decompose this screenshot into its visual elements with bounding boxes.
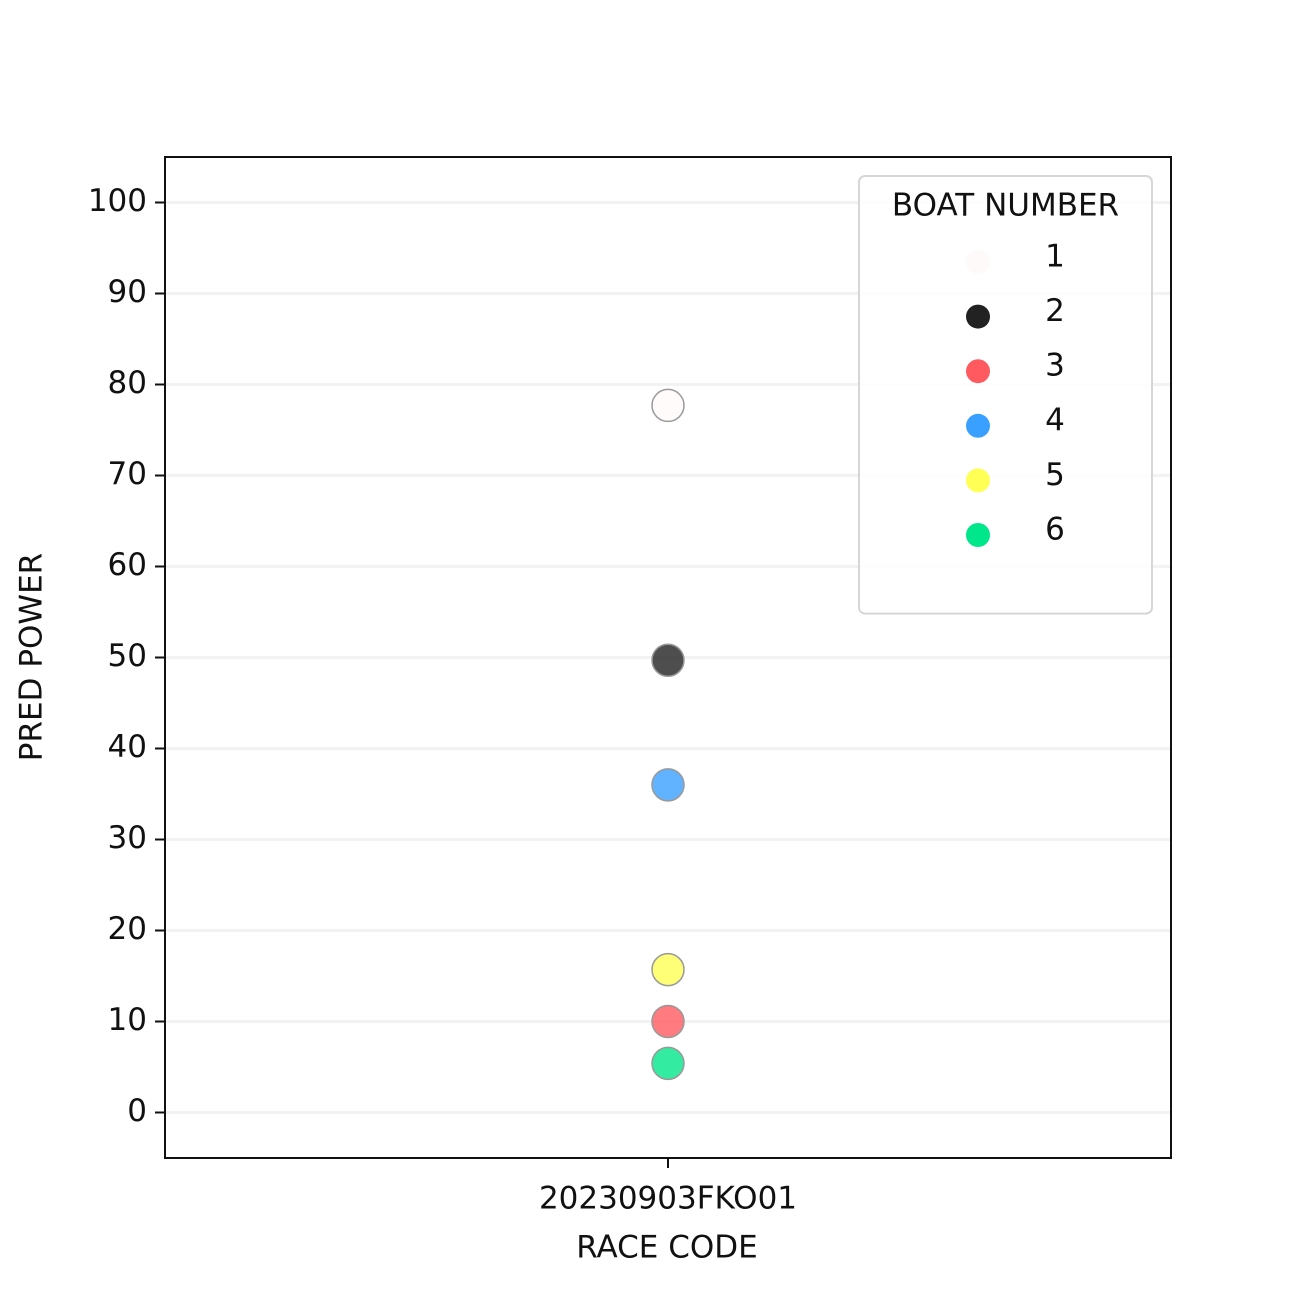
legend-label: 1: [1045, 239, 1065, 275]
legend-label: 4: [1045, 402, 1065, 438]
y-tick-label: 20: [108, 911, 147, 947]
y-tick-label: 100: [88, 183, 147, 219]
legend: BOAT NUMBER 1 2 3 4 5 6: [858, 175, 1153, 615]
point: [651, 643, 685, 677]
y-tick-label: 80: [108, 365, 147, 401]
point: [651, 1046, 685, 1081]
x-tick-label: 20230903FKO01: [539, 1181, 797, 1217]
legend-label: 5: [1045, 457, 1065, 493]
point: [651, 952, 685, 987]
legend-marker: [966, 523, 990, 547]
y-tick-label: 30: [108, 820, 147, 856]
legend-marker: [966, 413, 990, 438]
legend-label: 6: [1045, 512, 1065, 548]
y-tick-label: 60: [108, 547, 147, 583]
legend-marker: [966, 304, 990, 329]
point: [651, 1004, 685, 1039]
legend-marker: [966, 250, 990, 274]
y-tick-label: 70: [108, 456, 147, 492]
legend-box: [858, 175, 1153, 615]
point: [651, 388, 685, 423]
y-tick-label: 0: [127, 1093, 147, 1129]
y-tick-label: 50: [108, 638, 147, 674]
y-axis-label: PRED POWER: [14, 553, 50, 761]
legend-label: 2: [1045, 293, 1065, 329]
y-tick-label: 10: [108, 1002, 147, 1038]
legend-title: BOAT NUMBER: [892, 188, 1119, 224]
legend-marker: [966, 359, 990, 384]
plot-frame: [164, 156, 1172, 1159]
y-tick-label: 40: [108, 729, 147, 765]
point: [651, 768, 685, 802]
y-tick-label: 90: [108, 274, 147, 310]
legend-label: 3: [1045, 348, 1065, 384]
legend-marker: [966, 468, 990, 493]
x-axis-label: RACE CODE: [576, 1230, 758, 1266]
